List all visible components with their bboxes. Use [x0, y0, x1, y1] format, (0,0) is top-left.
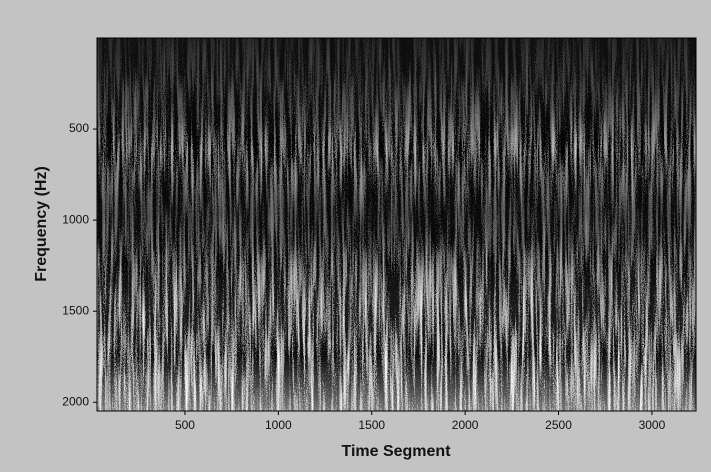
spectrogram-image: [97, 38, 696, 411]
y-tick-label: 500: [69, 121, 89, 135]
spectrogram-shade: [97, 38, 696, 411]
y-tick-label: 1000: [62, 212, 89, 226]
x-tick-label: 1500: [358, 418, 385, 432]
x-tick-label: 2500: [545, 418, 572, 432]
y-tick-label: 1500: [62, 303, 89, 317]
plot-frame: [96, 37, 697, 412]
x-tick-label: 3000: [639, 418, 666, 432]
y-axis-title: Frequency (Hz): [33, 166, 50, 282]
x-axis-title: Time Segment: [341, 443, 451, 460]
x-tick-label: 1000: [265, 418, 292, 432]
x-tick-label: 2000: [452, 418, 479, 432]
y-tick-label: 2000: [62, 394, 89, 408]
x-tick-label: 500: [175, 418, 195, 432]
